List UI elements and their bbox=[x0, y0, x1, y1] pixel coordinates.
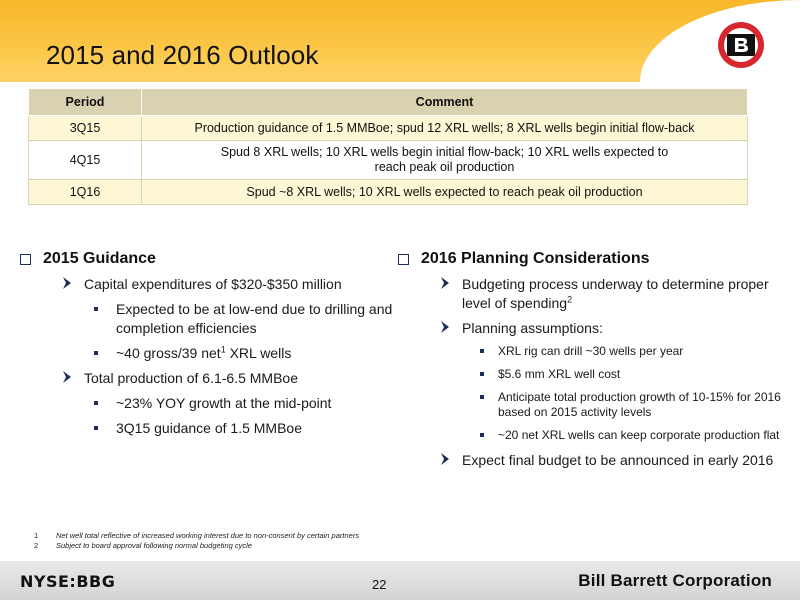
arrowhead-bullet-icon bbox=[441, 321, 449, 333]
footnote-ref: 2 bbox=[567, 294, 573, 305]
item-text: 3Q15 guidance of 1.5 MMBoe bbox=[116, 420, 303, 436]
item-text: $5.6 mm XRL well cost bbox=[498, 367, 621, 381]
square-bullet-icon bbox=[94, 307, 98, 311]
period-cell: 1Q16 bbox=[28, 179, 142, 205]
table-row: 3Q15 Production guidance of 1.5 MMBoe; s… bbox=[28, 115, 748, 141]
logo-b-icon bbox=[727, 34, 755, 56]
footnotes: 1 Net well total reflective of increased… bbox=[34, 531, 359, 551]
item-text: Expect final budget to be announced in e… bbox=[462, 452, 774, 468]
list-item: Planning assumptions: bbox=[398, 319, 790, 338]
square-bullet-icon bbox=[480, 349, 484, 353]
list-item: Expected to be at low-end due to drillin… bbox=[20, 300, 400, 338]
list-item: ~40 gross/39 net1 XRL wells bbox=[20, 344, 400, 363]
square-bullet-icon bbox=[94, 351, 98, 355]
planning-section: 2016 Planning Considerations Budgeting p… bbox=[398, 250, 790, 476]
item-text: Budgeting process underway to determine … bbox=[462, 275, 790, 313]
heading-text: 2016 Planning Considerations bbox=[421, 250, 650, 267]
table-row: 4Q15 Spud 8 XRL wells; 10 XRL wells begi… bbox=[28, 140, 748, 180]
footnote: 1 Net well total reflective of increased… bbox=[34, 531, 359, 541]
arrowhead-bullet-icon bbox=[63, 277, 71, 289]
footnote-number: 1 bbox=[34, 531, 39, 540]
list-item: $5.6 mm XRL well cost bbox=[398, 367, 790, 382]
footnote-text: Subject to board approval following norm… bbox=[56, 541, 252, 550]
item-text: XRL rig can drill ~30 wells per year bbox=[498, 344, 684, 358]
company-name: Bill Barrett Corporation bbox=[578, 571, 772, 590]
list-item: Anticipate total production growth of 10… bbox=[398, 390, 790, 420]
item-text: ~23% YOY growth at the mid-point bbox=[116, 395, 332, 411]
list-item: Budgeting process underway to determine … bbox=[398, 275, 790, 313]
list-item: 3Q15 guidance of 1.5 MMBoe bbox=[20, 419, 400, 438]
comment-cell: Spud ~8 XRL wells; 10 XRL wells expected… bbox=[141, 179, 748, 205]
square-bullet-icon bbox=[94, 426, 98, 430]
footnote-number: 2 bbox=[34, 541, 39, 550]
square-bullet-icon bbox=[480, 433, 484, 437]
item-text: ~40 gross/39 net1 XRL wells bbox=[116, 344, 400, 363]
company-logo bbox=[718, 22, 764, 68]
item-text: Anticipate total production growth of 10… bbox=[498, 390, 781, 419]
arrowhead-bullet-icon bbox=[441, 277, 449, 289]
item-text-part: XRL wells bbox=[225, 345, 292, 361]
section-heading: 2016 Planning Considerations bbox=[398, 250, 790, 268]
column-header-comment: Comment bbox=[141, 88, 748, 116]
list-item: ~20 net XRL wells can keep corporate pro… bbox=[398, 428, 790, 443]
footnote: 2 Subject to board approval following no… bbox=[34, 541, 359, 551]
guidance-section: 2015 Guidance Capital expenditures of $3… bbox=[20, 250, 400, 444]
item-text: ~20 net XRL wells can keep corporate pro… bbox=[498, 428, 780, 442]
list-item: Capital expenditures of $320-$350 millio… bbox=[20, 275, 400, 294]
section-heading: 2015 Guidance bbox=[20, 250, 400, 268]
table-row: 1Q16 Spud ~8 XRL wells; 10 XRL wells exp… bbox=[28, 179, 748, 205]
comment-line: Spud 8 XRL wells; 10 XRL wells begin ini… bbox=[220, 145, 669, 159]
list-item: XRL rig can drill ~30 wells per year bbox=[398, 344, 790, 359]
square-bullet-icon bbox=[480, 372, 484, 376]
item-text: Planning assumptions: bbox=[462, 320, 603, 336]
period-cell: 4Q15 bbox=[28, 140, 142, 180]
checkbox-bullet-icon bbox=[20, 253, 31, 265]
list-item: Expect final budget to be announced in e… bbox=[398, 451, 790, 470]
logo-badge bbox=[724, 28, 758, 62]
square-bullet-icon bbox=[94, 401, 98, 405]
comment-cell: Spud 8 XRL wells; 10 XRL wells begin ini… bbox=[141, 140, 748, 180]
page-number: 22 bbox=[372, 577, 387, 592]
item-text: Expected to be at low-end due to drillin… bbox=[116, 301, 393, 336]
page-title: 2015 and 2016 Outlook bbox=[46, 40, 319, 70]
item-text: Capital expenditures of $320-$350 millio… bbox=[84, 276, 342, 292]
list-item: ~23% YOY growth at the mid-point bbox=[20, 394, 400, 413]
arrowhead-bullet-icon bbox=[441, 453, 449, 465]
comment-line: reach peak oil production bbox=[374, 160, 515, 174]
period-cell: 3Q15 bbox=[28, 115, 142, 141]
square-bullet-icon bbox=[480, 395, 484, 399]
footnote-text: Net well total reflective of increased w… bbox=[56, 531, 360, 540]
checkbox-bullet-icon bbox=[398, 253, 409, 265]
table-header-row: Period Comment bbox=[28, 88, 748, 116]
stock-ticker: NYSE:BBG bbox=[20, 572, 116, 591]
footer-bar: NYSE:BBG 22 Bill Barrett Corporation bbox=[0, 561, 800, 600]
list-item: Total production of 6.1-6.5 MMBoe bbox=[20, 369, 400, 388]
item-text-part: ~40 gross/39 net bbox=[116, 345, 221, 361]
arrowhead-bullet-icon bbox=[63, 371, 71, 383]
item-text-part: Budgeting process underway to determine … bbox=[462, 276, 769, 311]
item-text: Total production of 6.1-6.5 MMBoe bbox=[84, 370, 299, 386]
comment-cell: Production guidance of 1.5 MMBoe; spud 1… bbox=[141, 115, 748, 141]
heading-text: 2015 Guidance bbox=[43, 250, 156, 267]
footnote-ref: 1 bbox=[220, 344, 226, 355]
column-header-period: Period bbox=[28, 88, 142, 116]
outlook-table: Period Comment 3Q15 Production guidance … bbox=[28, 88, 748, 205]
